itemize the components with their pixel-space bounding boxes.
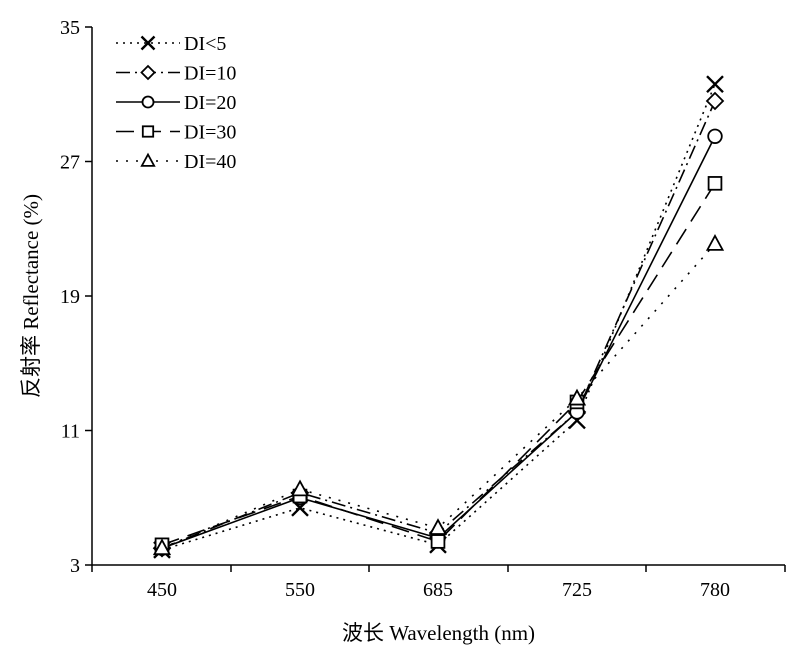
y-tick-label: 11 <box>61 421 80 443</box>
series-5 <box>152 233 725 556</box>
legend-label: DI=40 <box>184 151 236 173</box>
legend: DI<5 DI=10 DI=20 DI=30 DI=40 <box>116 33 236 173</box>
series-line <box>161 83 716 551</box>
legend-item: DI<5 <box>116 33 226 55</box>
axes-layer: 3 11 19 27 35 450 550 685 725 780 波长 Wavelength (n… <box>19 17 786 645</box>
data-point-square-marker <box>141 125 155 138</box>
x-tick-label: 780 <box>700 579 730 601</box>
legend-item: DI=20 <box>116 92 236 114</box>
legend-label: DI=20 <box>184 92 236 114</box>
legend-label: DI<5 <box>184 33 226 55</box>
y-tick-label: 35 <box>60 17 80 39</box>
data-point-square-marker <box>707 176 723 191</box>
series-line <box>161 135 716 549</box>
y-tick-label: 27 <box>60 152 80 174</box>
data-point-x-marker <box>140 35 156 51</box>
data-point-circle-marker <box>141 95 155 109</box>
y-tick-label: 3 <box>70 555 80 577</box>
series-1 <box>153 75 724 559</box>
x-tick-label: 550 <box>285 579 315 601</box>
series-4 <box>154 176 723 553</box>
data-point-triangle-marker <box>705 233 725 251</box>
x-marker-stroke <box>140 35 156 51</box>
legend-item: DI=40 <box>116 151 236 173</box>
x-marker-stroke <box>706 75 724 94</box>
legend-item: DI=30 <box>116 122 236 144</box>
legend-item: DI=10 <box>116 63 236 85</box>
data-point-diamond-marker <box>705 91 725 111</box>
data-point-circle-marker <box>707 128 723 144</box>
data-point-square-marker <box>430 534 446 549</box>
data-point-x-marker <box>706 75 724 94</box>
x-tick-label: 450 <box>147 579 177 601</box>
x-axis-title: 波长 Wavelength (nm) <box>342 621 535 645</box>
y-tick-label: 19 <box>60 286 80 308</box>
y-axis-title: 反射率 Reflectance (%) <box>19 194 43 398</box>
legend-label: DI=30 <box>184 122 236 144</box>
data-point-triangle-marker <box>152 538 172 556</box>
x-tick-label: 685 <box>423 579 453 601</box>
series-line <box>161 243 716 549</box>
data-point-triangle-marker <box>567 388 587 406</box>
series-line <box>161 100 716 549</box>
data-point-triangle-marker <box>140 152 156 167</box>
data-point-diamond-marker <box>140 64 156 81</box>
series-2 <box>152 91 725 558</box>
series-layer <box>152 75 725 559</box>
data-point-triangle-marker <box>290 479 310 497</box>
series-3 <box>154 128 723 556</box>
series-line <box>161 182 716 546</box>
data-point-triangle-marker <box>428 518 448 535</box>
legend-label: DI=10 <box>184 63 236 85</box>
x-tick-label: 725 <box>562 579 592 601</box>
